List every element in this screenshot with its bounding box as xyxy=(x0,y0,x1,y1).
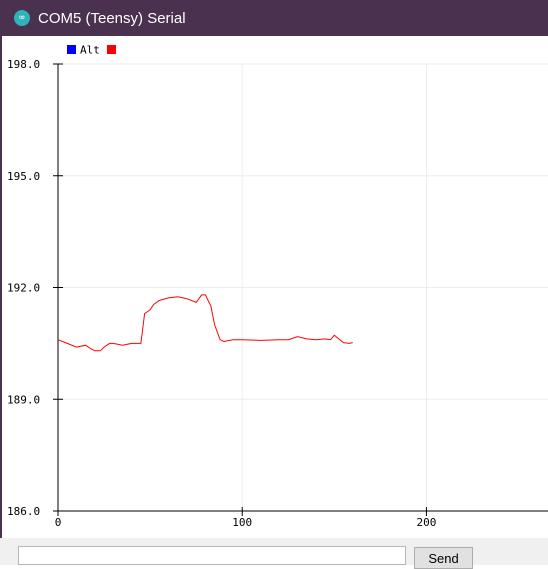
series-line-alt xyxy=(57,294,353,352)
legend: Alt xyxy=(67,44,116,57)
send-button[interactable]: Send xyxy=(414,547,473,569)
title-bar: ∞ COM5 (Teensy) Serial xyxy=(0,0,548,36)
x-tick-label: 200 xyxy=(416,516,436,529)
axis-ticks: 186.0 189.0 192.0 195.0 198.0 0 100 200 xyxy=(7,58,436,529)
x-tick-label: 0 xyxy=(55,516,62,529)
y-tick-label: 198.0 xyxy=(7,58,40,71)
legend-swatch-blue xyxy=(67,45,76,54)
y-tick-label: 192.0 xyxy=(7,282,40,295)
plot-grid xyxy=(58,63,548,512)
legend-label-alt: Alt xyxy=(80,44,100,57)
window-left-border xyxy=(0,36,2,565)
send-input[interactable] xyxy=(18,546,406,565)
arduino-infinity-icon: ∞ xyxy=(14,10,30,26)
legend-swatch-red xyxy=(107,45,116,54)
y-tick-label: 186.0 xyxy=(7,505,40,518)
serial-plot: 186.0 189.0 192.0 195.0 198.0 0 100 200 Alt xyxy=(7,44,548,529)
y-tick-label: 189.0 xyxy=(7,393,40,406)
x-tick-label: 100 xyxy=(232,516,252,529)
window-title: COM5 (Teensy) Serial xyxy=(38,9,186,27)
y-tick-label: 195.0 xyxy=(7,170,40,183)
